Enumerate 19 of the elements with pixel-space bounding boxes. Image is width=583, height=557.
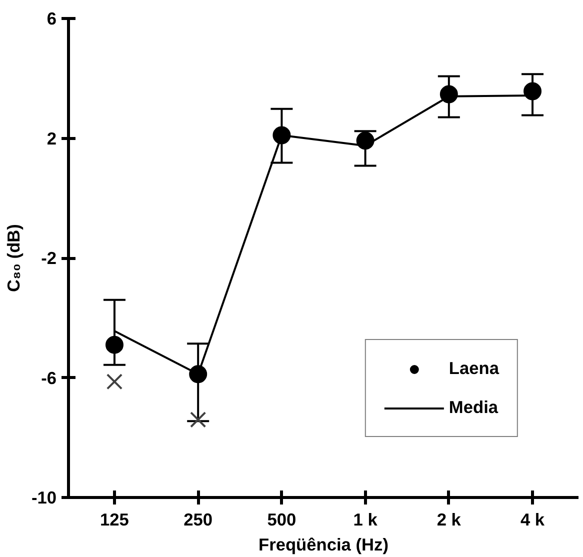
legend-label: Media (448, 397, 498, 418)
point (190, 412, 206, 428)
point (106, 374, 123, 390)
point (105, 336, 124, 354)
x-axis-title: Freqüência (Hz) (258, 534, 388, 554)
y-tick-label: -6 (41, 368, 57, 388)
point (524, 82, 542, 100)
y-axis-title: C₈₀ (dB) (3, 224, 24, 292)
x-tick-label: 2 k (436, 510, 462, 530)
x-tick-label: 1 k (353, 510, 378, 530)
y-tick-label: -2 (41, 248, 57, 268)
x-tick-label: 500 (267, 510, 296, 530)
x-tick-label: 4 k (520, 510, 545, 530)
x-tick-label: 125 (100, 510, 130, 530)
x-tick-label: 250 (184, 510, 213, 530)
y-tick-label: 2 (46, 128, 57, 148)
y-tick-label: 6 (46, 8, 57, 28)
y-tick-label: -10 (31, 488, 56, 508)
legend-label: Laena (448, 358, 499, 379)
